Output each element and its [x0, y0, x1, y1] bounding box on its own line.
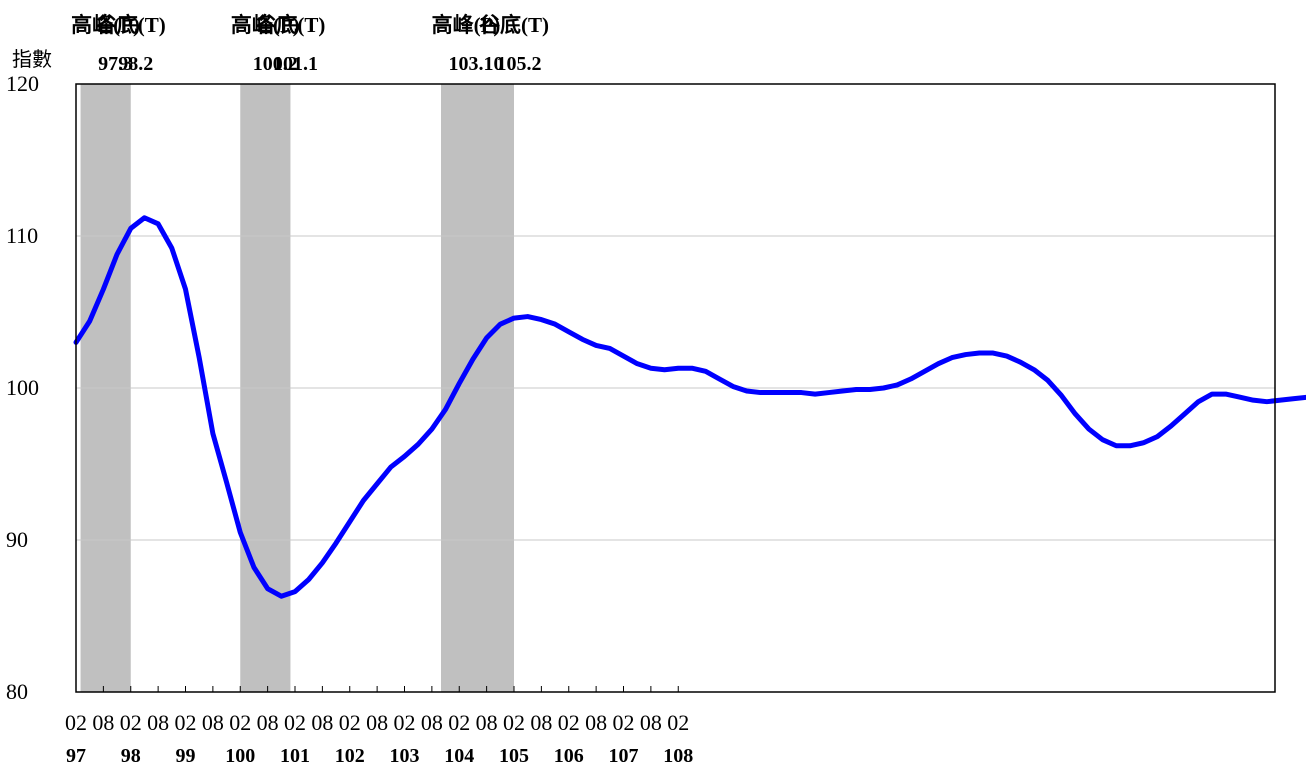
x-tick-label: 02: [284, 710, 306, 735]
turning-point-labels: 高峰(P)谷底(T)97.398.2高峰(P)谷底(T)100.2101.1高峰…: [71, 13, 549, 75]
x-tick-label: 02: [339, 710, 361, 735]
x-tick-label: 08: [147, 710, 169, 735]
x-tick-label: 08: [530, 710, 552, 735]
x-tick-label: 08: [257, 710, 279, 735]
x-tick-label: 02: [667, 710, 689, 735]
x-tick-label: 02: [175, 710, 197, 735]
x-tick-label: 08: [640, 710, 662, 735]
x-tick-label: 08: [476, 710, 498, 735]
x-axis-ticks: 02 08 02 08 02 08 02 08 02 08 02 08 02 08 02 08 02 08 02 08…: [65, 686, 689, 735]
peak-date: 100.2: [253, 53, 298, 75]
x-tick-label: 08: [202, 710, 224, 735]
peak-label: 高峰(P): [432, 13, 501, 37]
peak-date: 97.3: [98, 53, 133, 75]
x-tick-label: 02: [613, 710, 635, 735]
year-label: 103: [390, 745, 420, 767]
x-tick-label: 08: [311, 710, 333, 735]
y-tick-label: 90: [6, 527, 28, 552]
x-tick-label: 02: [229, 710, 251, 735]
trough-date: 98.2: [118, 53, 153, 75]
year-label: 104: [444, 745, 474, 767]
x-tick-label: 02: [503, 710, 525, 735]
year-label: 99: [176, 745, 196, 767]
peak-label: 高峰(P): [71, 13, 140, 37]
year-label: 105: [499, 745, 529, 767]
year-label: 107: [609, 745, 639, 767]
y-axis-label: 指數: [12, 47, 52, 71]
series-lines: [73, 215, 1306, 599]
x-tick-label: 02: [120, 710, 142, 735]
trough-label: 谷底(T): [255, 13, 325, 37]
x-tick-label: 08: [421, 710, 443, 735]
trough-label: 谷底(T): [96, 13, 166, 37]
year-label: 108: [663, 745, 693, 767]
y-tick-label: 100: [6, 375, 39, 400]
x-tick-label: 08: [92, 710, 114, 735]
year-label: 98: [121, 745, 141, 767]
peak-label: 高峰(P): [231, 13, 300, 37]
year-label: 101: [280, 745, 310, 767]
trough-date: 105.2: [497, 53, 542, 75]
plot-frame: [75, 83, 1276, 693]
x-tick-label: 08: [585, 710, 607, 735]
y-tick-label: 120: [6, 71, 39, 96]
year-labels: 97 98 99 100 101 102 103 104 105 106 107 108: [66, 745, 693, 767]
y-axis-ticks: 120 110 100 90 80: [6, 71, 39, 704]
x-tick-label: 02: [448, 710, 470, 735]
y-tick-label: 110: [6, 223, 38, 248]
year-label: 102: [335, 745, 365, 767]
series-line-1: [73, 215, 1306, 599]
year-label: 97: [66, 745, 86, 767]
trough-date: 101.1: [273, 53, 318, 75]
trough-label: 谷底(T): [479, 13, 549, 37]
grid-lines: [76, 235, 1275, 541]
x-tick-label: 08: [366, 710, 388, 735]
year-label: 106: [554, 745, 584, 767]
y-tick-label: 80: [6, 679, 28, 704]
year-label: 100: [225, 745, 255, 767]
x-tick-label: 02: [394, 710, 416, 735]
x-tick-label: 02: [558, 710, 580, 735]
x-tick-label: 02: [65, 710, 87, 735]
peak-date: 103.10: [449, 53, 504, 75]
